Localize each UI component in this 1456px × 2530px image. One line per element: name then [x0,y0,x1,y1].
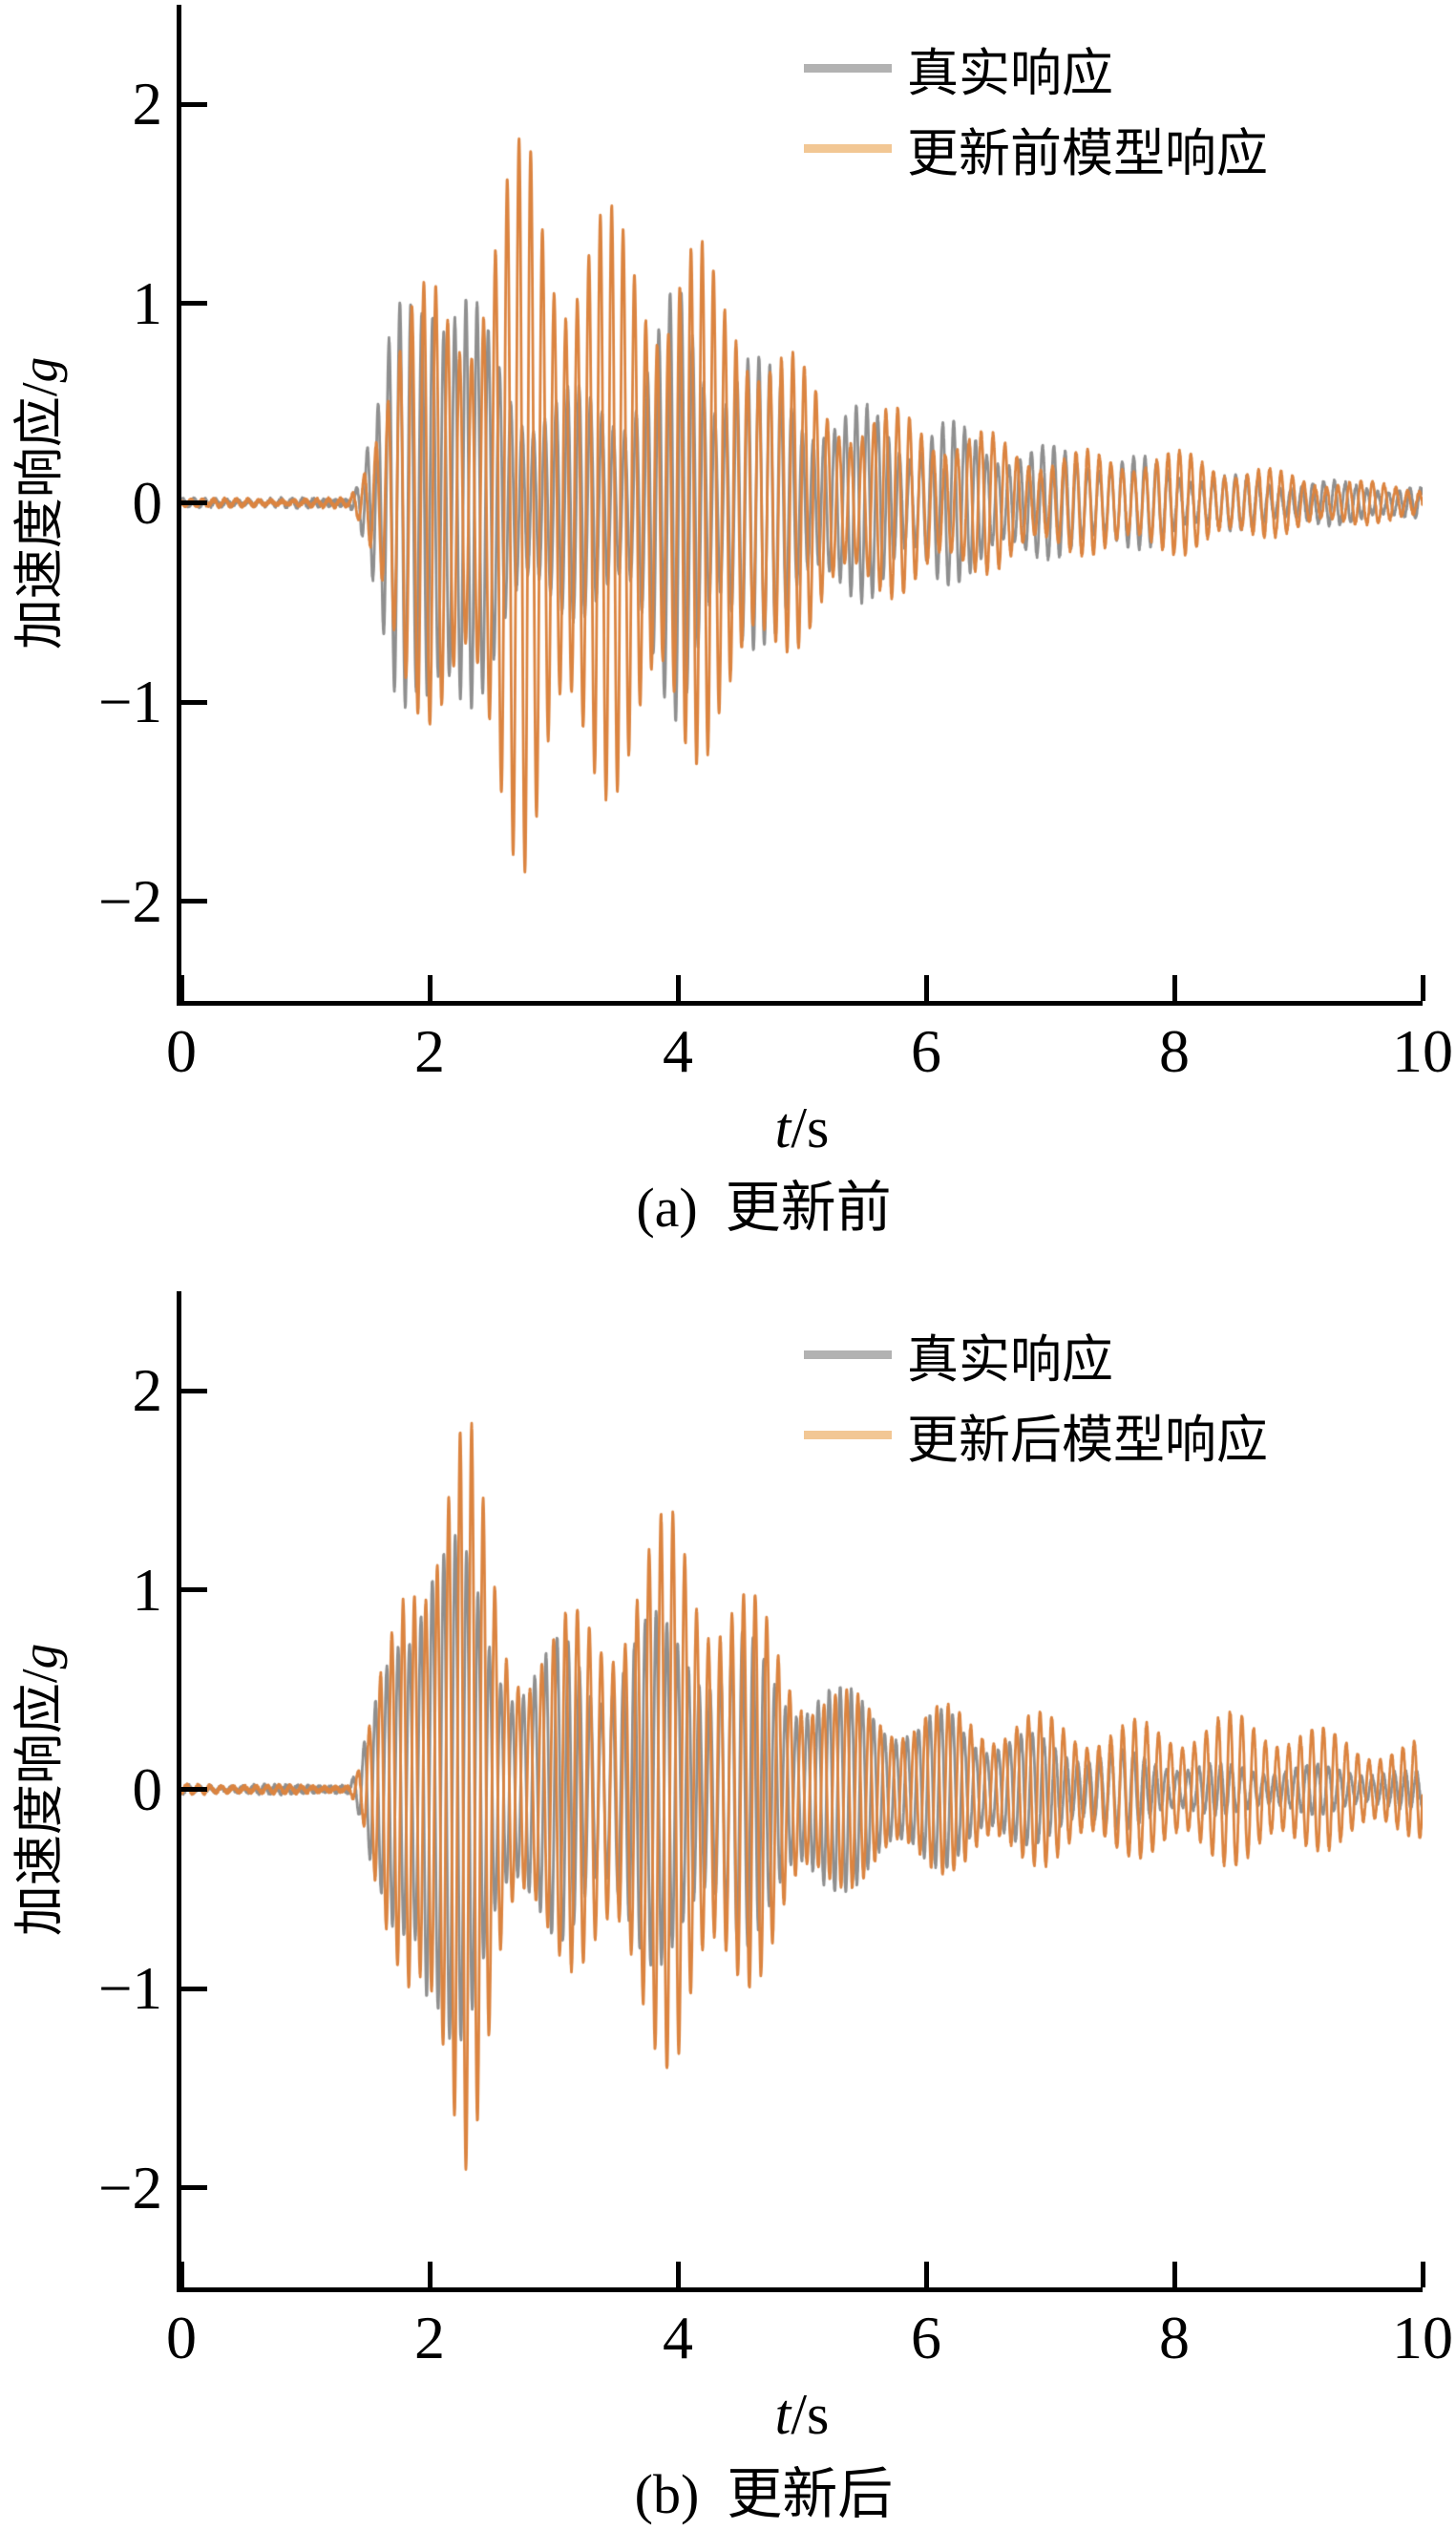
y-tick-label: 0 [132,469,163,537]
x-axis-variable: t [774,1096,791,1159]
y-axis-spine [177,1291,181,2292]
legend-line-model-after [804,1430,892,1439]
x-tick [427,2262,433,2287]
x-tick-label: 2 [414,2304,445,2371]
y-tick-label: −2 [97,2154,162,2222]
x-tick-label: 0 [166,2304,197,2371]
y-tick-label: 1 [132,1556,163,1624]
x-tick [1171,2262,1177,2287]
y-axis-unit: g [12,356,68,383]
y-tick [181,2185,207,2191]
x-tick-label: 8 [1159,2304,1190,2371]
plot-area-b: 真实响应 更新后模型响应 2 1 0 −1 −2 0 2 4 6 8 10 [98,1291,1453,2371]
x-tick [179,2262,184,2287]
waveform-canvas-b [181,1291,1423,2287]
x-tick [1420,2262,1425,2287]
legend-label-model-after: 更新后模型响应 [907,1411,1268,1469]
y-tick [181,500,207,505]
x-axis-variable: t [774,2383,791,2446]
x-axis-spine [177,2287,1423,2292]
x-tick [179,975,184,1001]
chart-b: 加速度响应/g 真实响应 更新后模型响应 2 1 0 −1 −2 0 2 4 6 8 10 t/s … [0,1257,1456,2525]
legend-line-true-response [804,1350,892,1359]
x-tick-label: 0 [166,1017,197,1085]
x-tick-label: 4 [663,1017,693,1085]
y-tick [181,899,207,904]
y-tick-label: 0 [132,1755,163,1823]
y-tick [181,1587,207,1593]
y-tick [181,1388,207,1393]
x-tick [923,975,929,1001]
x-tick-label: 6 [911,2304,941,2371]
x-tick-label: 10 [1392,2304,1453,2371]
y-axis-spine [177,5,181,1006]
x-tick-label: 2 [414,1017,445,1085]
y-tick-label: −1 [97,669,162,736]
x-tick [675,2262,681,2287]
x-tick [923,2262,929,2287]
x-axis-label-b: t/s [181,2383,1423,2446]
waveform-canvas-a [181,5,1423,1001]
x-axis-spine [177,1001,1423,1006]
caption-a: (a) 更新前 [636,1177,892,1239]
y-tick-label: 2 [132,1357,163,1425]
x-tick [1420,975,1425,1001]
legend-b: 真实响应 更新后模型响应 [804,1314,1268,1475]
x-tick [427,975,433,1001]
legend-item-true: 真实响应 [804,28,1268,108]
x-axis-unit: /s [791,1096,830,1159]
x-tick-label: 4 [663,2304,693,2371]
y-axis-unit: g [12,1643,68,1669]
y-tick [181,1787,207,1792]
chart-a: 加速度响应/g 真实响应 更新前模型响应 2 1 0 −1 −2 0 2 4 6 8 10 t/s … [0,0,1456,1257]
y-tick-label: 1 [132,269,163,337]
x-axis-unit: /s [791,2383,830,2446]
y-tick [181,301,207,307]
legend-label-true-response: 真实响应 [907,1330,1113,1389]
caption-b: (b) 更新后 [634,2463,894,2525]
y-tick-label: −1 [97,1955,162,2023]
x-tick-label: 6 [911,1017,941,1085]
y-tick-label: −2 [97,867,162,935]
legend-line-model-before [804,143,892,153]
legend-item-model: 更新前模型响应 [804,108,1268,188]
y-tick [181,1986,207,1991]
legend-label-model-before: 更新前模型响应 [907,124,1268,182]
x-tick-label: 10 [1392,1017,1453,1085]
legend-item-model: 更新后模型响应 [804,1394,1268,1475]
legend-label-true-response: 真实响应 [907,44,1113,102]
legend-item-true: 真实响应 [804,1314,1268,1394]
y-tick-label: 2 [132,71,163,138]
y-tick [181,101,207,107]
y-tick [181,699,207,705]
x-axis-label-a: t/s [181,1096,1423,1159]
legend-a: 真实响应 更新前模型响应 [804,28,1268,188]
x-tick-label: 8 [1159,1017,1190,1085]
legend-line-true-response [804,63,892,73]
plot-area-a: 真实响应 更新前模型响应 2 1 0 −1 −2 0 2 4 6 8 10 [98,5,1453,1085]
x-tick [675,975,681,1001]
x-tick [1171,975,1177,1001]
